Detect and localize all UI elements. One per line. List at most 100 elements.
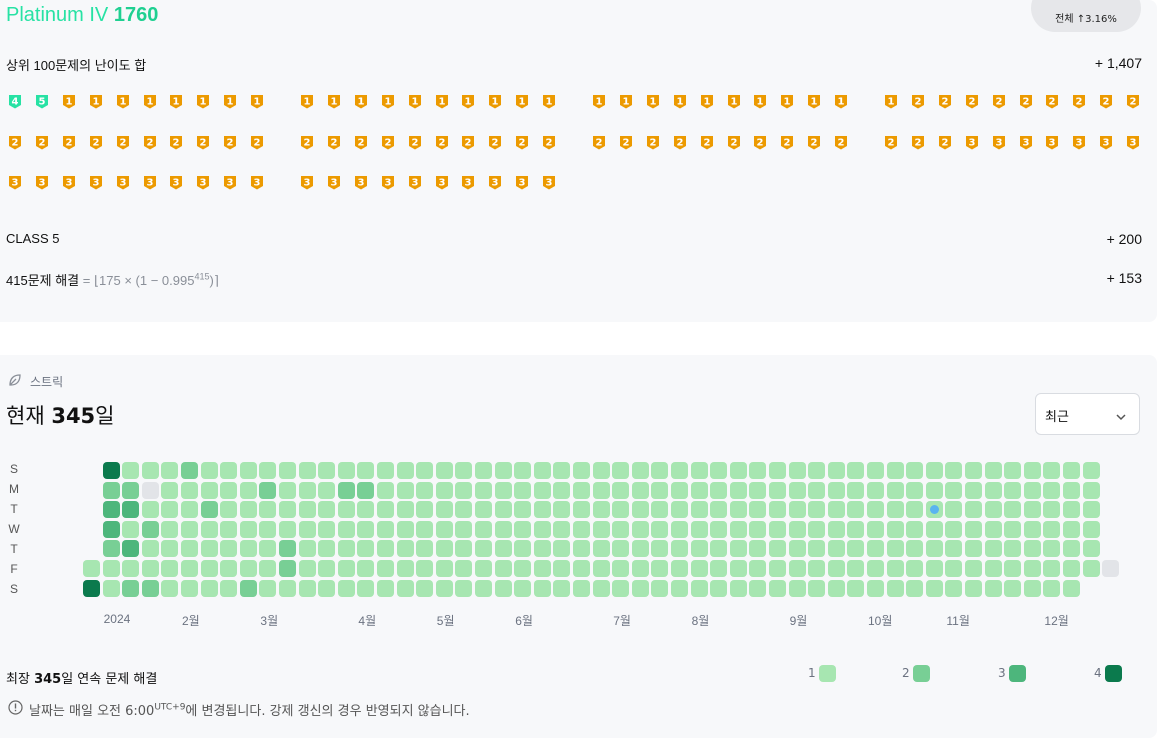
streak-day-cell[interactable] <box>318 462 336 479</box>
tier-badge[interactable]: 3 <box>1072 135 1086 150</box>
streak-day-cell[interactable] <box>435 481 453 499</box>
tier-badge[interactable]: 3 <box>965 135 979 150</box>
streak-day-cell[interactable] <box>337 540 355 558</box>
streak-day-cell[interactable] <box>1063 520 1080 538</box>
streak-day-cell[interactable] <box>377 481 394 499</box>
streak-day-cell[interactable] <box>141 462 159 479</box>
streak-day-cell[interactable] <box>377 462 394 479</box>
streak-day-cell[interactable] <box>533 560 551 577</box>
streak-day-cell[interactable] <box>357 579 375 597</box>
streak-day-cell[interactable] <box>925 540 943 558</box>
tier-badge[interactable]: 2 <box>1072 94 1086 109</box>
streak-day-cell[interactable] <box>475 579 492 597</box>
streak-day-cell[interactable] <box>337 579 355 597</box>
streak-day-cell[interactable] <box>239 560 257 577</box>
tier-badge[interactable]: 1 <box>196 94 210 109</box>
streak-day-cell[interactable] <box>318 481 336 499</box>
streak-day-cell[interactable] <box>259 481 277 499</box>
streak-day-cell[interactable] <box>827 481 845 499</box>
streak-day-cell[interactable] <box>337 520 355 538</box>
streak-day-cell[interactable] <box>298 579 316 597</box>
streak-day-cell[interactable] <box>533 579 551 597</box>
streak-day-cell[interactable] <box>377 540 394 558</box>
streak-day-cell[interactable] <box>925 520 943 538</box>
streak-day-cell[interactable] <box>553 520 571 538</box>
streak-day-cell[interactable] <box>729 520 747 538</box>
streak-day-cell[interactable] <box>200 579 218 597</box>
streak-day-cell[interactable] <box>925 579 943 597</box>
streak-day-cell[interactable] <box>1023 540 1041 558</box>
streak-day-cell[interactable] <box>435 462 453 479</box>
tier-badge[interactable]: 2 <box>354 135 368 150</box>
tier-badge[interactable]: 2 <box>250 135 264 150</box>
streak-day-cell[interactable] <box>690 501 708 519</box>
streak-day-cell[interactable] <box>475 520 492 538</box>
tier-badge[interactable]: 2 <box>965 94 979 109</box>
streak-day-cell[interactable] <box>220 462 238 479</box>
tier-badge[interactable]: 2 <box>408 135 422 150</box>
streak-day-cell[interactable] <box>847 560 865 577</box>
streak-day-cell[interactable] <box>200 501 218 519</box>
streak-day-cell[interactable] <box>279 560 296 577</box>
tier-badge[interactable]: 3 <box>8 175 22 190</box>
streak-day-cell[interactable] <box>690 540 708 558</box>
tier-badge[interactable]: 2 <box>35 135 49 150</box>
streak-day-cell[interactable] <box>965 520 982 538</box>
streak-day-cell[interactable] <box>239 462 257 479</box>
streak-day-cell[interactable] <box>710 462 728 479</box>
streak-day-cell[interactable] <box>945 462 963 479</box>
streak-day-cell[interactable] <box>984 520 1002 538</box>
streak-day-cell[interactable] <box>181 540 198 558</box>
streak-day-cell[interactable] <box>298 481 316 499</box>
streak-day-cell[interactable] <box>102 520 120 538</box>
streak-day-cell[interactable] <box>651 560 669 577</box>
streak-day-cell[interactable] <box>592 462 610 479</box>
streak-day-cell[interactable] <box>239 520 257 538</box>
tier-badge[interactable]: 3 <box>408 175 422 190</box>
streak-day-cell[interactable] <box>122 481 140 499</box>
streak-day-cell[interactable] <box>161 481 179 499</box>
tier-badge[interactable]: 3 <box>381 175 395 190</box>
streak-day-cell[interactable] <box>573 579 590 597</box>
streak-day-cell[interactable] <box>514 540 532 558</box>
streak-day-cell[interactable] <box>181 560 198 577</box>
tier-badge[interactable]: 1 <box>381 94 395 109</box>
streak-day-cell[interactable] <box>494 501 512 519</box>
streak-day-cell[interactable] <box>1004 462 1022 479</box>
tier-badge[interactable]: 2 <box>381 135 395 150</box>
tier-badge[interactable]: 1 <box>408 94 422 109</box>
streak-day-cell[interactable] <box>847 579 865 597</box>
streak-day-cell[interactable] <box>318 560 336 577</box>
streak-day-cell[interactable] <box>102 501 120 519</box>
streak-day-cell[interactable] <box>847 481 865 499</box>
streak-day-cell[interactable] <box>749 462 767 479</box>
tier-badge[interactable]: 2 <box>1099 94 1113 109</box>
streak-day-cell[interactable] <box>925 462 943 479</box>
tier-badge[interactable]: 1 <box>116 94 130 109</box>
tier-badge[interactable]: 3 <box>327 175 341 190</box>
tier-badge[interactable]: 3 <box>1019 135 1033 150</box>
streak-day-cell[interactable] <box>259 462 277 479</box>
streak-day-cell[interactable] <box>1082 481 1100 499</box>
streak-day-cell[interactable] <box>396 579 414 597</box>
streak-day-cell[interactable] <box>906 501 924 519</box>
streak-day-cell[interactable] <box>906 579 924 597</box>
streak-day-cell[interactable] <box>1063 481 1080 499</box>
streak-day-cell[interactable] <box>337 501 355 519</box>
streak-day-cell[interactable] <box>181 579 198 597</box>
tier-badge[interactable]: 3 <box>143 175 157 190</box>
tier-badge[interactable]: 1 <box>727 94 741 109</box>
tier-badge[interactable]: 3 <box>515 175 529 190</box>
streak-day-cell[interactable] <box>1023 520 1041 538</box>
streak-day-cell[interactable] <box>122 560 140 577</box>
streak-day-cell[interactable] <box>377 501 394 519</box>
streak-day-cell[interactable] <box>906 560 924 577</box>
streak-day-cell[interactable] <box>867 560 884 577</box>
streak-day-cell[interactable] <box>141 540 159 558</box>
streak-day-cell[interactable] <box>769 560 786 577</box>
tier-badge[interactable]: 3 <box>89 175 103 190</box>
streak-day-cell[interactable] <box>494 560 512 577</box>
streak-day-cell[interactable] <box>788 540 806 558</box>
streak-day-cell[interactable] <box>455 579 473 597</box>
streak-day-cell[interactable] <box>1004 579 1022 597</box>
